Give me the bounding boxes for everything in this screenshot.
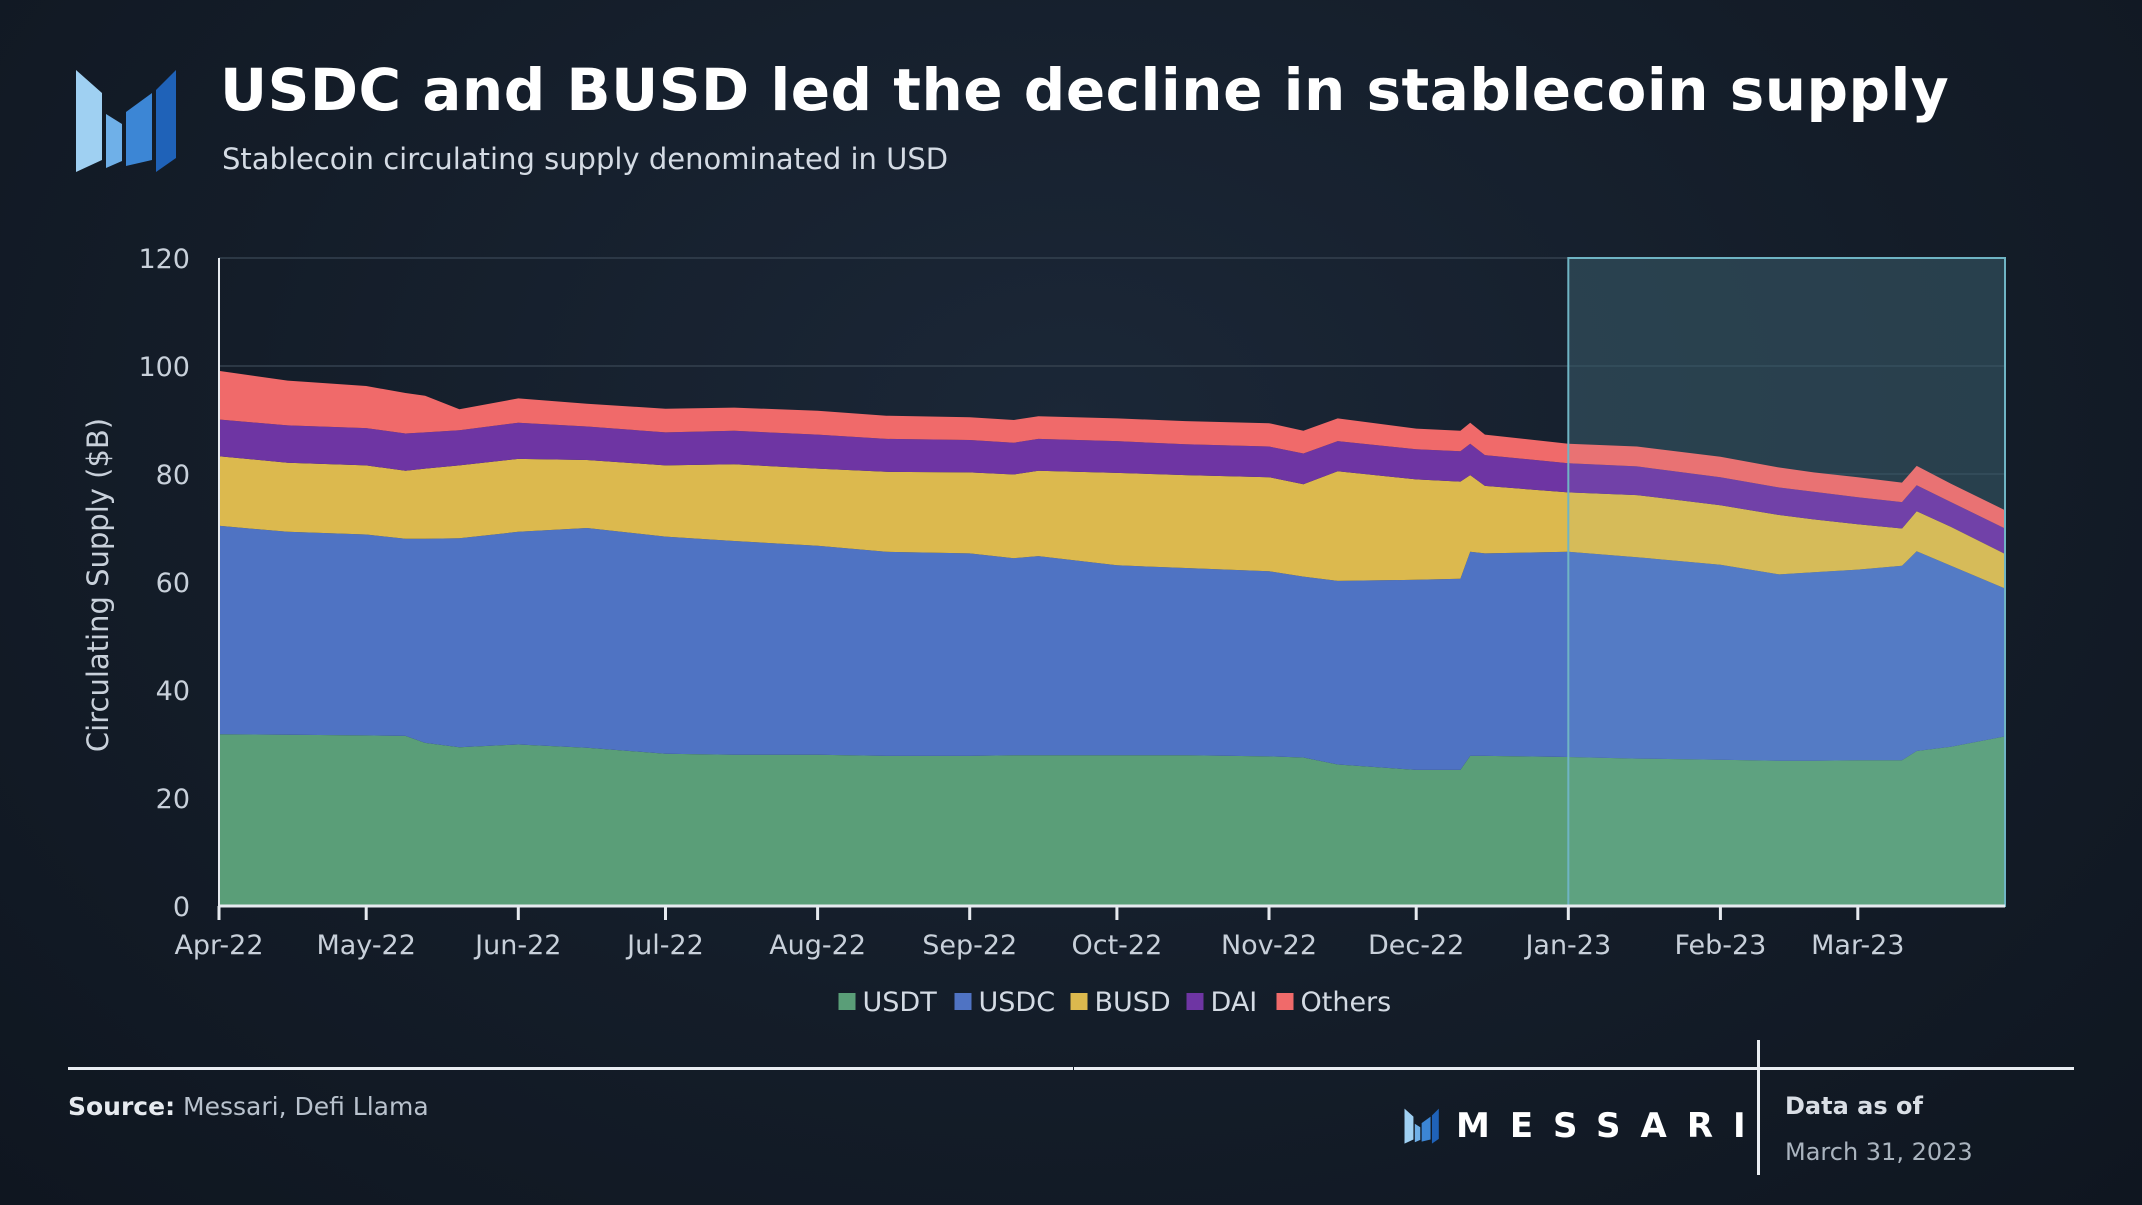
data-as-of-date: March 31, 2023: [1785, 1138, 1973, 1166]
y-tick-label: 0: [173, 892, 190, 923]
legend-swatch-usdt: [838, 993, 856, 1010]
stacked-area-chart: 0 20 40 60 80 100 120 Apr-22 May-22 Jun-22 Jul-22…: [81, 244, 2007, 1018]
y-tick-label: 100: [138, 352, 190, 383]
axes: [218, 258, 2005, 908]
messari-logo-icon: [76, 70, 176, 172]
area-usdt: [219, 734, 2005, 906]
footer-divider-line-right: [1074, 1067, 2074, 1070]
legend-label-usdc: USDC: [979, 987, 1056, 1018]
brand-logo: MESSARI: [1402, 1106, 1766, 1146]
legend-swatch-dai: [1186, 993, 1204, 1010]
x-tick-label: Dec-22: [1368, 930, 1464, 961]
brand-wordmark: MESSARI: [1456, 1106, 1766, 1146]
legend-label-busd: BUSD: [1095, 987, 1171, 1018]
x-tick-label: Jun-22: [473, 930, 561, 961]
x-tick-label: Oct-22: [1072, 930, 1163, 961]
x-tick-label: Apr-22: [174, 930, 263, 961]
legend-swatch-usdc: [954, 993, 972, 1010]
y-tick-label: 60: [156, 568, 190, 599]
x-tick-label: Feb-23: [1674, 930, 1766, 961]
y-axis-label: Circulating Supply ($B): [81, 418, 115, 752]
legend-label-dai: DAI: [1211, 987, 1258, 1018]
chart-title: USDC and BUSD led the decline in stablec…: [220, 56, 1950, 124]
legend-label-usdt: USDT: [863, 987, 938, 1018]
area-dai: [219, 419, 2005, 554]
source-note: Source: Messari, Defi Llama: [68, 1092, 429, 1121]
x-tick-label: Aug-22: [769, 930, 866, 961]
footer-vertical-divider: [1757, 1040, 1760, 1175]
area-busd: [219, 456, 2005, 589]
legend-swatch-others: [1276, 993, 1294, 1010]
x-tick-label: Jan-23: [1523, 930, 1611, 961]
legend-label-others: Others: [1301, 987, 1392, 1018]
x-tick-label: Mar-23: [1811, 930, 1904, 961]
y-tick-label: 20: [156, 784, 190, 815]
y-tick-label: 80: [156, 460, 190, 491]
source-text: Messari, Defi Llama: [183, 1092, 429, 1121]
y-tick-label: 40: [156, 676, 190, 707]
x-axis-ticks: Apr-22 May-22 Jun-22 Jul-22 Aug-22 Sep-22 Oct-…: [174, 906, 1904, 961]
legend-swatch-busd: [1070, 993, 1088, 1010]
area-usdc: [219, 525, 2005, 770]
source-label: Source:: [68, 1092, 176, 1121]
data-as-of-label: Data as of: [1785, 1092, 1923, 1120]
area-others: [219, 370, 2005, 529]
legend: USDT USDC BUSD DAI Others: [838, 987, 1392, 1018]
y-axis-ticks: 0 20 40 60 80 100 120: [138, 244, 190, 923]
y-tick-label: 120: [138, 244, 190, 275]
x-tick-label: Jul-22: [625, 930, 704, 961]
x-tick-label: Nov-22: [1221, 930, 1317, 961]
x-tick-label: May-22: [316, 930, 415, 961]
chart-subtitle: Stablecoin circulating supply denominate…: [222, 142, 949, 176]
x-tick-label: Sep-22: [922, 930, 1017, 961]
area-series: [219, 370, 2005, 906]
footer-divider-line: [68, 1067, 1073, 1070]
messari-small-logo-icon: [1404, 1108, 1439, 1144]
highlight-outline: [1567, 257, 2007, 907]
